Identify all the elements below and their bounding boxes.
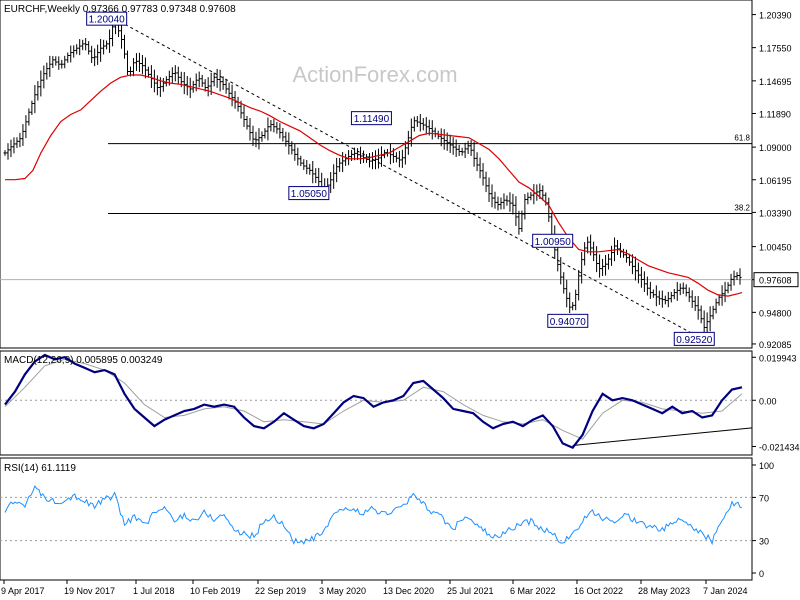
price-tick-label: 0.94800 (759, 308, 792, 318)
macd-tick-label: -0.021434 (759, 442, 800, 452)
rsi-line (4, 484, 743, 546)
macd-tick-label: 0.00 (759, 396, 777, 406)
swing-label: 1.11490 (354, 114, 390, 125)
macd-panel-frame (0, 350, 753, 456)
swing-label: 0.94070 (550, 317, 587, 328)
time-tick-label: 9 Apr 2017 (1, 586, 45, 596)
macd-signal-line (4, 358, 743, 440)
time-tick-label: 1 Jul 2018 (133, 586, 175, 596)
time-tick-label: 13 Dec 2020 (383, 586, 434, 596)
swing-label: 1.20040 (89, 15, 126, 26)
swing-label: 0.92520 (676, 335, 713, 346)
symbol-header: EURCHF,Weekly 0.97366 0.97783 0.97348 0.… (4, 4, 236, 15)
rsi-title: RSI(14) 61.1119 (4, 463, 76, 474)
rsi-tick-label: 70 (759, 493, 769, 503)
fibonacci-lines: 61.8 38.2 (0, 134, 752, 281)
moving-average (5, 74, 743, 297)
swing-labels: 1.20040 1.05050 1.11490 1.00950 0.94070 0.925… (86, 11, 715, 346)
time-tick-label: 22 Sep 2019 (255, 586, 306, 596)
time-tick-label: 7 Jan 2024 (703, 586, 748, 596)
current-price-box (753, 272, 799, 288)
macd-tick-label: 0.019943 (759, 353, 797, 363)
swing-label: 1.05050 (291, 189, 328, 200)
swing-label-box (673, 331, 715, 346)
macd-line (4, 353, 743, 450)
price-tick-label: 1.14695 (759, 77, 792, 87)
macd-trendline (572, 427, 753, 447)
rsi-axis: 100 70 30 0 (752, 461, 774, 579)
fib-label: 38.2 (734, 203, 750, 212)
fib-label: 61.8 (734, 134, 750, 143)
swing-label-box (532, 233, 574, 248)
macd-plot (0, 353, 753, 450)
time-tick-label: 10 Feb 2019 (190, 586, 241, 596)
price-axis: 1.20390 1.17550 1.14695 1.11890 1.09000 1.061… (752, 11, 799, 350)
time-tick-label: 16 Oct 2022 (574, 586, 623, 596)
swing-label: 1.00950 (535, 237, 572, 248)
macd-title: MACD(12,26,9) 0.005895 0.003249 (4, 355, 163, 366)
rsi-plot (0, 484, 752, 546)
macd-panel: MACD(12,26,9) 0.005895 0.003249 (0, 350, 753, 456)
time-tick-label: 3 May 2020 (319, 586, 366, 596)
time-axis: 9 Apr 2017 19 Nov 2017 1 Jul 2018 10 Feb 20… (1, 580, 748, 596)
watermark: ActionForex.com (292, 62, 457, 87)
rsi-tick-label: 30 (759, 537, 769, 547)
time-tick-label: 25 Jul 2021 (447, 586, 494, 596)
price-tick-label: 1.00450 (759, 243, 792, 253)
price-bars (3, 14, 742, 337)
price-tick-label: 0.92085 (759, 340, 792, 350)
swing-label-box (288, 186, 330, 201)
swing-label-box (350, 111, 392, 126)
time-tick-label: 19 Nov 2017 (64, 586, 115, 596)
time-tick-label: 6 Mar 2022 (510, 586, 556, 596)
ma-line (5, 74, 743, 297)
swing-label-box (86, 11, 128, 26)
swing-label-box (547, 313, 589, 328)
price-tick-label: 1.17550 (759, 44, 792, 54)
rsi-tick-label: 100 (759, 461, 774, 471)
rsi-tick-label: 0 (759, 569, 764, 579)
price-panel: ActionForex.com 61.838.2 1.200401.050501… (0, 0, 753, 349)
time-tick-label: 28 May 2023 (638, 586, 690, 596)
macd-axis: 0.019943 0.00 -0.021434 (752, 353, 800, 452)
price-panel-frame (0, 0, 753, 349)
rsi-panel-frame (0, 457, 753, 581)
price-tick-label: 1.09000 (759, 143, 792, 153)
price-tick-label: 1.06195 (759, 176, 792, 186)
price-tick-label: 1.03390 (759, 208, 792, 218)
price-tick-label: 1.20390 (759, 11, 792, 21)
price-tick-label: 1.11890 (759, 109, 791, 119)
rsi-panel: RSI(14) 61.1119 (0, 457, 753, 581)
price-tick-label: 0.97608 (759, 276, 792, 286)
